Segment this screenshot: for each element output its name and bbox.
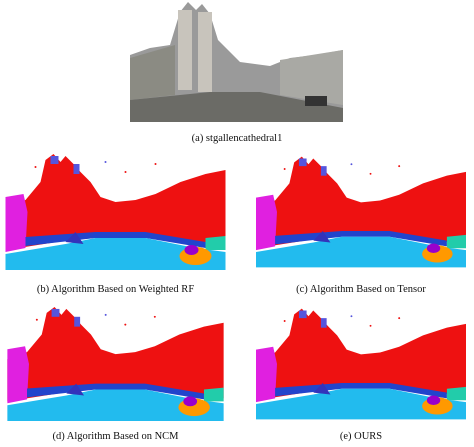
caption: (e) OURS <box>339 431 383 442</box>
segmentation-image <box>7 305 224 421</box>
caption: (c) Algorithm Based on Tensor <box>296 284 426 295</box>
segmentation-image <box>256 306 466 420</box>
caption: (b) Algorithm Based on Weighted RF <box>36 284 195 295</box>
photo <box>130 0 343 122</box>
segmentation-image <box>5 152 226 270</box>
caption: (a) stgallencathedral1 <box>191 133 283 144</box>
segmentation-image <box>256 154 466 268</box>
caption: (d) Algorithm Based on NCM <box>52 431 179 442</box>
